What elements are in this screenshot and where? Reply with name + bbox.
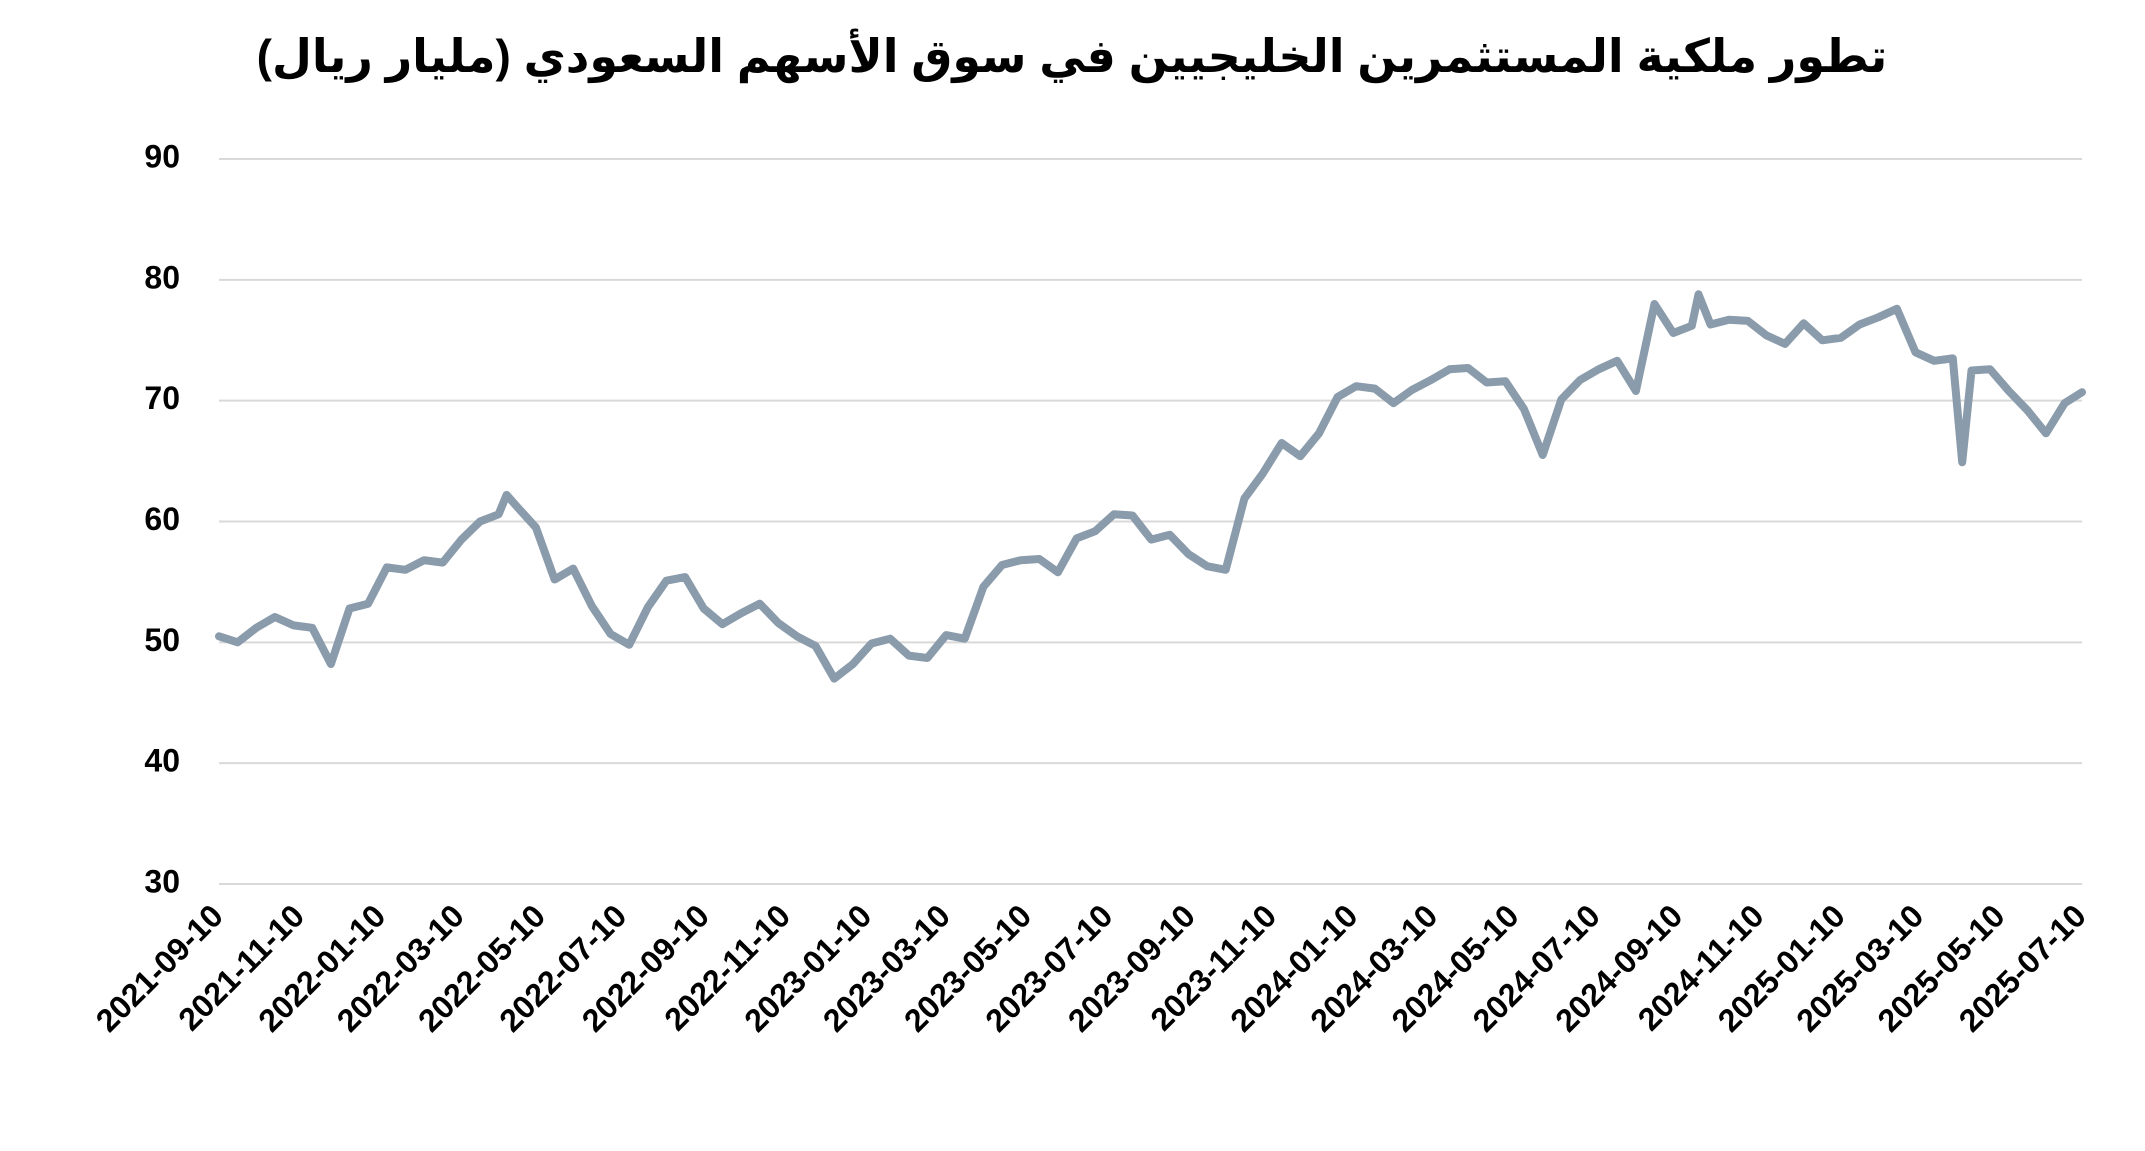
y-tick-label: 50: [144, 622, 180, 658]
y-tick-label: 80: [144, 259, 180, 295]
y-tick-label: 30: [144, 863, 180, 899]
data-line: [215, 290, 2086, 683]
y-tick-label: 60: [144, 501, 180, 537]
y-tick-label: 90: [144, 138, 180, 174]
y-tick-label: 40: [144, 743, 180, 779]
y-tick-label: 70: [144, 380, 180, 416]
chart-title: تطور ملكية المستثمرين الخليجيين في سوق ا…: [257, 28, 1888, 83]
